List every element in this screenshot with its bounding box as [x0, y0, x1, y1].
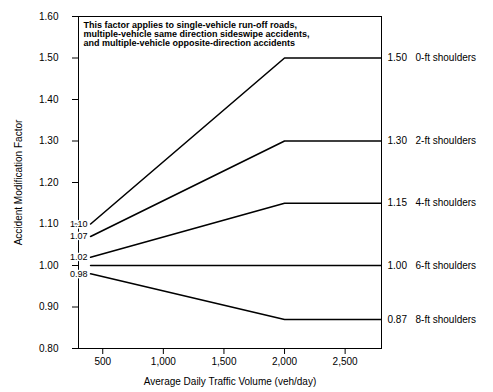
svg-text:500: 500: [94, 356, 111, 367]
svg-text:2,000: 2,000: [272, 356, 297, 367]
svg-text:0.98: 0.98: [70, 269, 88, 279]
svg-text:Accident Modification Factor: Accident Modification Factor: [13, 119, 24, 245]
svg-text:1.50: 1.50: [388, 52, 408, 63]
svg-text:1.00: 1.00: [388, 260, 408, 271]
svg-text:1.07: 1.07: [70, 231, 88, 241]
svg-text:1.50: 1.50: [39, 52, 59, 63]
svg-text:1,000: 1,000: [151, 356, 176, 367]
svg-text:1.30: 1.30: [388, 135, 408, 146]
svg-text:This factor applies to single-: This factor applies to single-vehicle ru…: [84, 20, 310, 48]
svg-text:8-ft shoulders: 8-ft shoulders: [416, 314, 477, 325]
svg-text:0.87: 0.87: [388, 314, 408, 325]
svg-text:1.00: 1.00: [39, 260, 59, 271]
svg-text:1.60: 1.60: [39, 11, 59, 22]
svg-text:0-ft shoulders: 0-ft shoulders: [416, 52, 477, 63]
svg-text:Average Daily Traffic Volume (: Average Daily Traffic Volume (veh/day): [144, 376, 317, 387]
svg-text:1,500: 1,500: [211, 356, 236, 367]
svg-text:1.15: 1.15: [388, 197, 408, 208]
svg-text:0.90: 0.90: [39, 301, 59, 312]
svg-text:2-ft shoulders: 2-ft shoulders: [416, 135, 477, 146]
svg-text:1.20: 1.20: [39, 177, 59, 188]
svg-text:1.10: 1.10: [70, 219, 88, 229]
svg-text:0.80: 0.80: [39, 343, 59, 354]
svg-text:1.02: 1.02: [70, 252, 88, 262]
svg-text:4-ft shoulders: 4-ft shoulders: [416, 197, 477, 208]
svg-text:1.30: 1.30: [39, 135, 59, 146]
svg-text:2,500: 2,500: [333, 356, 358, 367]
svg-text:6-ft shoulders: 6-ft shoulders: [416, 260, 477, 271]
svg-text:1.40: 1.40: [39, 94, 59, 105]
svg-text:1.10: 1.10: [39, 218, 59, 229]
